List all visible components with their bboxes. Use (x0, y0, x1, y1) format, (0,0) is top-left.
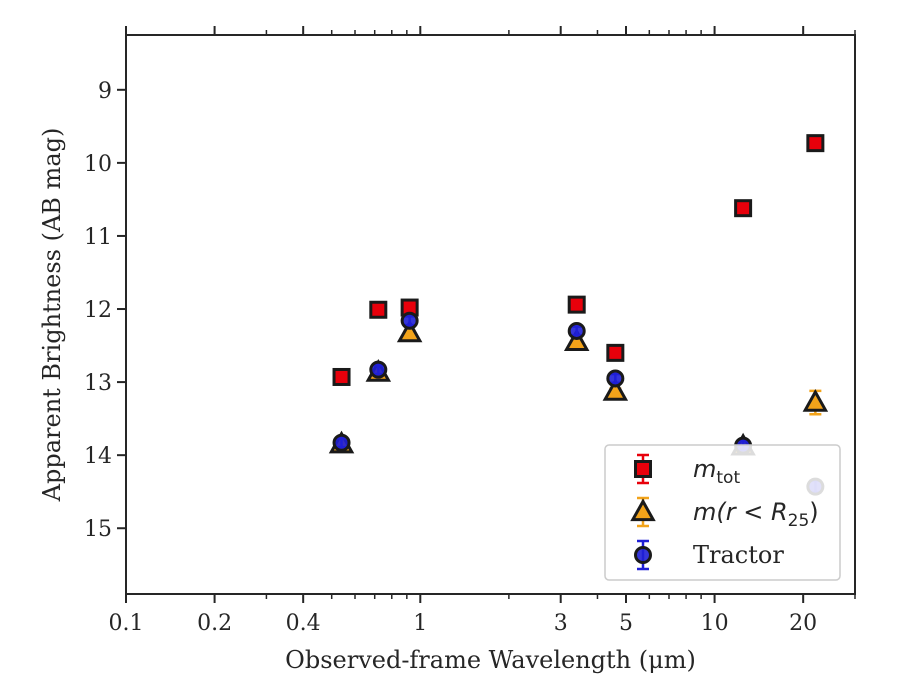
legend-label: Tractor (693, 541, 784, 569)
y-tick-label: 10 (84, 152, 112, 177)
data-point-triangle (396, 319, 423, 343)
x-tick-label: 0.1 (109, 611, 144, 636)
data-point-circle (369, 360, 388, 379)
legend: mtot m(r < R25) Tractor (604, 444, 841, 581)
data-point-square (369, 300, 388, 319)
x-tick-label: 20 (789, 611, 817, 636)
x-tick-label: 0.2 (197, 611, 232, 636)
legend-label: m(r < R25) (693, 498, 819, 531)
data-point-triangle (602, 377, 629, 401)
legend-box (604, 444, 841, 581)
legend-marker-square (634, 460, 652, 478)
legend-marker-circle (634, 546, 652, 564)
x-axis-label: Observed-frame Wavelength (μm) (285, 646, 696, 674)
data-point-square (332, 367, 351, 386)
plot-frame (125, 34, 856, 595)
y-axis-label: Apparent Brightness (AB mag) (38, 128, 66, 503)
data-point-square (606, 343, 625, 362)
x-tick-label: 5 (619, 611, 633, 636)
legend-marker-triangle (630, 498, 656, 522)
y-tick-label: 12 (84, 298, 112, 323)
y-tick-label: 15 (84, 517, 112, 542)
y-tick-label: 14 (84, 444, 112, 469)
y-tick-label: 11 (84, 225, 112, 250)
x-tick-label: 1 (413, 611, 427, 636)
data-point-square (734, 199, 753, 218)
series-square (332, 134, 825, 386)
data-point-circle (332, 433, 351, 452)
data-point-square (567, 295, 586, 314)
data-point-triangle (563, 328, 590, 352)
data-point-circle (606, 369, 625, 388)
y-tick-label: 13 (84, 371, 112, 396)
legend-label: mtot (693, 455, 740, 488)
data-point-square (806, 134, 825, 153)
y-tick-label: 9 (98, 79, 112, 104)
x-tick-label: 10 (701, 611, 729, 636)
data-point-circle (567, 321, 586, 340)
data-point-circle (400, 311, 419, 330)
data-point-triangle (802, 388, 829, 412)
x-tick-label: 0.4 (286, 611, 321, 636)
x-tick-label: 3 (554, 611, 568, 636)
